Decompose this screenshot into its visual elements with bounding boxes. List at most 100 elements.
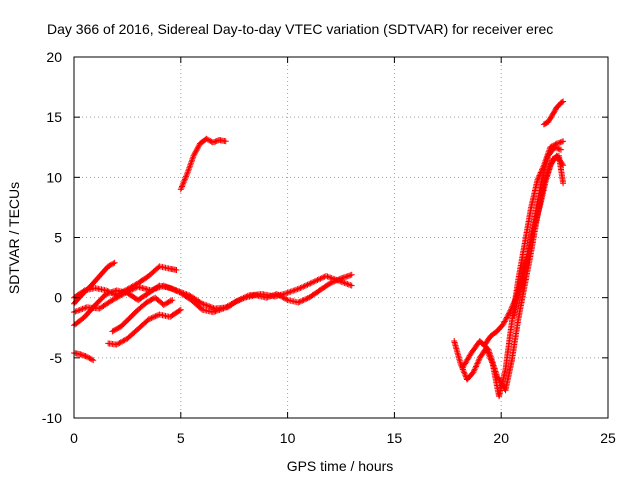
data-point bbox=[179, 182, 186, 189]
series-trace-12 bbox=[511, 152, 567, 319]
data-point bbox=[181, 176, 188, 183]
data-point bbox=[320, 274, 327, 281]
data-point bbox=[190, 152, 197, 159]
x-tick-label: 10 bbox=[280, 430, 296, 446]
data-points bbox=[71, 98, 567, 400]
y-tick-label: 10 bbox=[46, 169, 62, 185]
data-point bbox=[192, 148, 199, 155]
data-point bbox=[471, 367, 478, 374]
data-point bbox=[128, 287, 134, 294]
data-point bbox=[204, 302, 211, 309]
data-point bbox=[559, 99, 566, 106]
y-tick-label: 20 bbox=[46, 49, 62, 65]
data-point bbox=[175, 288, 182, 295]
data-point bbox=[112, 295, 118, 302]
series-trace-7 bbox=[109, 294, 176, 335]
y-axis-label: SDTVAR / TECUs bbox=[6, 182, 22, 294]
data-point bbox=[76, 307, 83, 313]
data-point bbox=[501, 318, 508, 325]
axis-ticks bbox=[73, 56, 609, 419]
data-point bbox=[327, 280, 334, 287]
data-point bbox=[297, 285, 304, 291]
data-point bbox=[335, 276, 342, 283]
y-tick-label: 15 bbox=[46, 109, 62, 125]
data-point bbox=[85, 354, 92, 361]
data-point bbox=[295, 299, 302, 306]
data-point bbox=[168, 285, 175, 292]
data-point bbox=[148, 315, 155, 322]
data-point bbox=[229, 300, 236, 307]
data-point bbox=[302, 296, 308, 303]
data-point bbox=[560, 180, 567, 187]
data-point bbox=[168, 297, 174, 304]
data-point bbox=[239, 295, 246, 302]
data-point bbox=[152, 313, 159, 320]
data-point bbox=[90, 357, 97, 364]
data-point bbox=[183, 172, 190, 179]
data-point bbox=[237, 296, 244, 303]
data-point bbox=[171, 286, 178, 293]
data-point bbox=[296, 285, 302, 292]
tick-labels: 0 5 10 15 20 25 -10 -5 0 5 10 15 20 bbox=[42, 49, 616, 446]
data-point bbox=[198, 305, 204, 312]
data-point bbox=[72, 308, 79, 315]
data-point bbox=[153, 312, 160, 319]
data-point bbox=[311, 278, 318, 285]
data-point bbox=[317, 275, 324, 282]
data-point bbox=[283, 296, 290, 303]
x-tick-label: 0 bbox=[70, 430, 78, 446]
data-point bbox=[173, 288, 180, 294]
data-point bbox=[151, 313, 158, 320]
data-point bbox=[180, 180, 187, 187]
data-point bbox=[324, 273, 331, 280]
data-point bbox=[80, 288, 87, 295]
data-point bbox=[307, 280, 314, 287]
data-point bbox=[129, 286, 136, 293]
chart-title: Day 366 of 2016, Sidereal Day-to-day VTE… bbox=[47, 21, 553, 37]
data-point bbox=[169, 286, 176, 293]
data-point bbox=[297, 298, 304, 305]
data-point bbox=[303, 295, 310, 302]
data-point bbox=[328, 279, 335, 286]
data-point bbox=[197, 299, 204, 306]
data-point bbox=[169, 297, 176, 304]
series-trace-13 bbox=[540, 98, 567, 128]
data-point bbox=[301, 283, 308, 289]
data-point bbox=[194, 146, 201, 152]
data-point bbox=[291, 287, 298, 294]
y-tick-label: -10 bbox=[42, 410, 62, 426]
data-point bbox=[461, 369, 468, 376]
series-trace-8 bbox=[177, 135, 229, 193]
data-point bbox=[461, 370, 468, 377]
x-tick-label: 20 bbox=[493, 430, 509, 446]
data-point bbox=[130, 285, 137, 292]
data-point bbox=[503, 315, 510, 322]
data-point bbox=[194, 144, 201, 151]
data-point bbox=[505, 311, 512, 318]
data-point bbox=[318, 275, 325, 281]
data-point bbox=[88, 356, 95, 363]
data-point bbox=[326, 281, 333, 287]
series-trace-6 bbox=[105, 306, 184, 348]
data-point bbox=[173, 267, 180, 273]
data-point bbox=[348, 271, 355, 278]
x-tick-label: 25 bbox=[600, 430, 616, 446]
data-point bbox=[181, 177, 188, 184]
data-point bbox=[560, 98, 567, 105]
data-point bbox=[111, 259, 118, 266]
data-point bbox=[235, 297, 242, 304]
data-point bbox=[314, 277, 321, 283]
data-point bbox=[231, 299, 238, 306]
data-point bbox=[299, 297, 306, 304]
data-point bbox=[502, 317, 509, 324]
data-point bbox=[506, 310, 512, 317]
data-point bbox=[462, 372, 469, 379]
data-point bbox=[177, 306, 184, 313]
data-point bbox=[206, 137, 212, 144]
data-point bbox=[330, 279, 336, 285]
data-point bbox=[336, 276, 343, 282]
data-point bbox=[332, 277, 339, 284]
data-point bbox=[503, 314, 510, 321]
